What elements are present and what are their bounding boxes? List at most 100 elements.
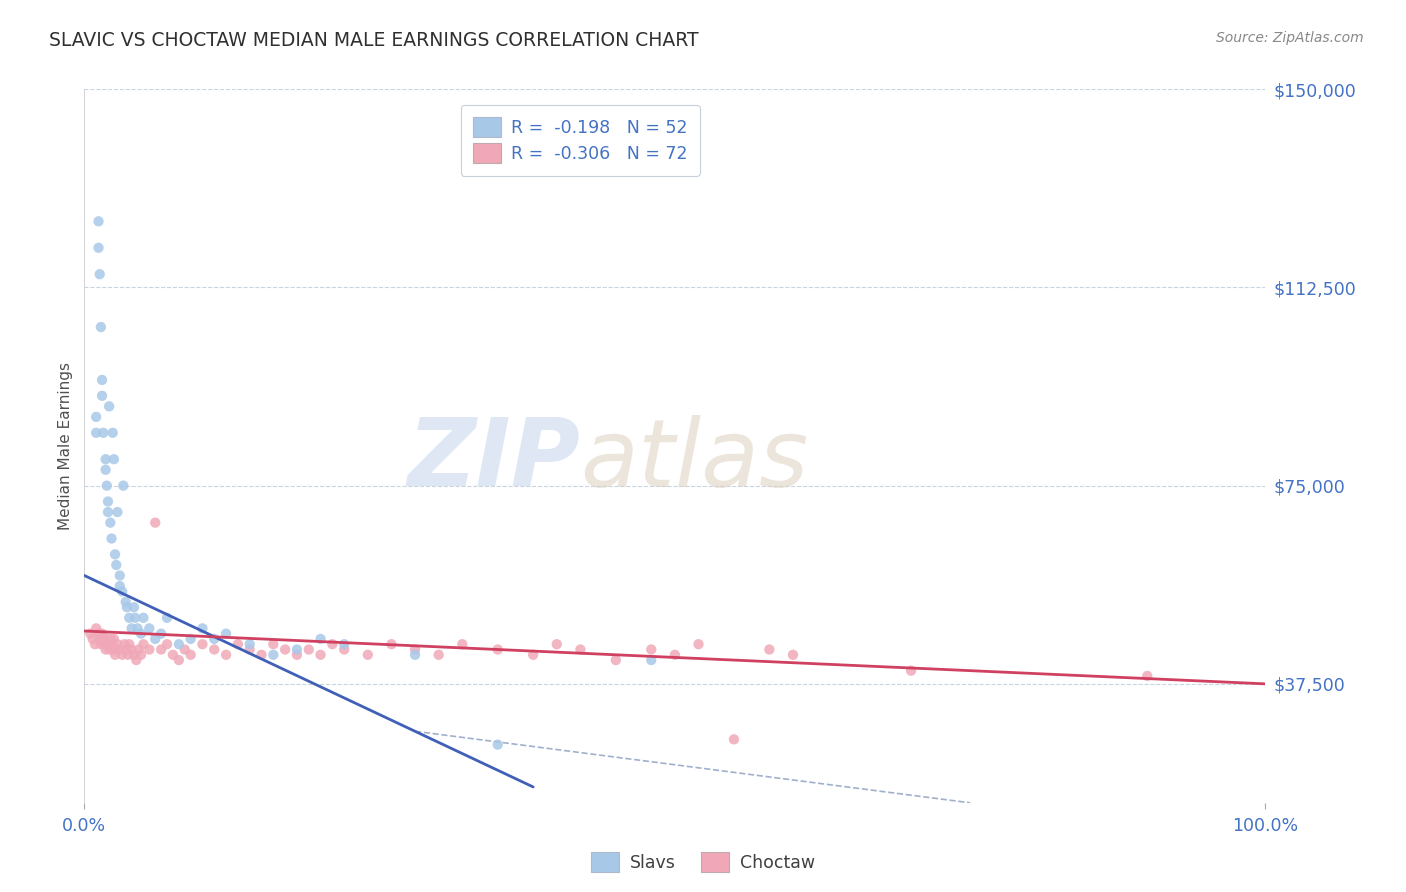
Point [688, 637, 710, 651]
Point [215, 648, 238, 662]
Point [605, 653, 627, 667]
Point [285, 642, 308, 657]
Point [167, 637, 190, 651]
Point [900, 664, 922, 678]
Point [128, 642, 150, 657]
Point [226, 637, 249, 651]
Point [89, 267, 111, 281]
Point [522, 648, 544, 662]
Point [173, 642, 195, 657]
Point [333, 642, 356, 657]
Point [104, 547, 127, 561]
Point [118, 637, 141, 651]
Point [250, 648, 273, 662]
Point [107, 505, 129, 519]
Point [404, 642, 426, 657]
Point [87, 241, 110, 255]
Point [202, 642, 225, 657]
Point [427, 648, 450, 662]
Point [380, 637, 402, 651]
Point [569, 642, 592, 657]
Point [91, 626, 114, 640]
Point [82, 632, 104, 646]
Point [309, 648, 332, 662]
Point [262, 637, 284, 651]
Point [486, 738, 509, 752]
Point [486, 642, 509, 657]
Point [94, 642, 117, 657]
Point [167, 653, 190, 667]
Text: SLAVIC VS CHOCTAW MEDIAN MALE EARNINGS CORRELATION CHART: SLAVIC VS CHOCTAW MEDIAN MALE EARNINGS C… [49, 31, 699, 50]
Legend: R =  -0.198   N = 52, R =  -0.306   N = 72: R = -0.198 N = 52, R = -0.306 N = 72 [461, 105, 700, 176]
Point [93, 637, 115, 651]
Point [129, 626, 152, 640]
Point [114, 595, 136, 609]
Point [94, 463, 117, 477]
Point [125, 653, 148, 667]
Point [143, 632, 166, 646]
Legend: Slavs, Choctaw: Slavs, Choctaw [585, 845, 821, 879]
Point [97, 505, 120, 519]
Point [239, 642, 262, 657]
Point [357, 648, 380, 662]
Point [91, 425, 114, 440]
Point [105, 558, 128, 572]
Point [100, 532, 122, 546]
Point [98, 516, 121, 530]
Point [191, 637, 214, 651]
Point [138, 621, 160, 635]
Point [96, 632, 118, 646]
Point [180, 632, 202, 646]
Point [107, 637, 129, 651]
Point [664, 648, 686, 662]
Point [1136, 669, 1159, 683]
Point [111, 584, 134, 599]
Point [89, 632, 111, 646]
Point [150, 626, 173, 640]
Point [215, 626, 238, 640]
Point [298, 642, 321, 657]
Point [156, 611, 179, 625]
Point [90, 637, 112, 651]
Point [309, 632, 332, 646]
Point [143, 516, 166, 530]
Point [723, 732, 745, 747]
Point [87, 626, 110, 640]
Point [162, 648, 184, 662]
Point [122, 600, 145, 615]
Point [121, 642, 143, 657]
Point [191, 621, 214, 635]
Point [103, 452, 125, 467]
Text: ZIP: ZIP [408, 414, 581, 507]
Point [96, 478, 118, 492]
Point [97, 494, 120, 508]
Point [94, 452, 117, 467]
Point [333, 637, 356, 651]
Point [129, 648, 152, 662]
Point [101, 642, 124, 657]
Point [84, 621, 107, 635]
Point [118, 611, 141, 625]
Y-axis label: Median Male Earnings: Median Male Earnings [58, 362, 73, 530]
Point [546, 637, 568, 651]
Point [404, 648, 426, 662]
Point [112, 478, 135, 492]
Point [104, 648, 127, 662]
Point [285, 648, 308, 662]
Point [84, 425, 107, 440]
Point [101, 425, 124, 440]
Point [122, 648, 145, 662]
Point [79, 626, 101, 640]
Point [150, 642, 173, 657]
Point [132, 611, 155, 625]
Point [274, 642, 297, 657]
Point [91, 632, 114, 646]
Point [114, 642, 136, 657]
Point [138, 642, 160, 657]
Point [132, 637, 155, 651]
Point [90, 320, 112, 334]
Point [156, 637, 179, 651]
Point [111, 648, 134, 662]
Point [91, 373, 114, 387]
Text: Source: ZipAtlas.com: Source: ZipAtlas.com [1216, 31, 1364, 45]
